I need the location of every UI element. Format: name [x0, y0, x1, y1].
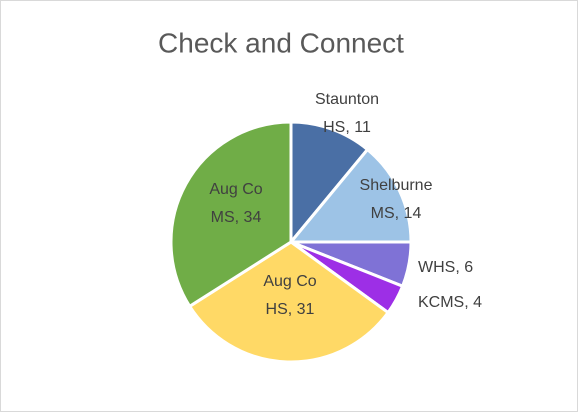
data-label: Shelburne MS, 14 — [360, 177, 433, 222]
data-label: Staunton HS, 11 — [315, 91, 379, 136]
pie-slice — [289, 120, 370, 247]
data-label: KCMS, 4 — [418, 294, 482, 311]
chart-title: Check and Connect — [158, 27, 404, 58]
data-label: Aug Co HS, 31 — [263, 273, 316, 318]
pie-slice — [187, 240, 391, 364]
data-label: WHS, 6 — [418, 259, 473, 276]
data-label: Aug Co MS, 34 — [209, 181, 262, 226]
pie-slice — [169, 120, 293, 309]
pie-slice — [287, 147, 413, 244]
